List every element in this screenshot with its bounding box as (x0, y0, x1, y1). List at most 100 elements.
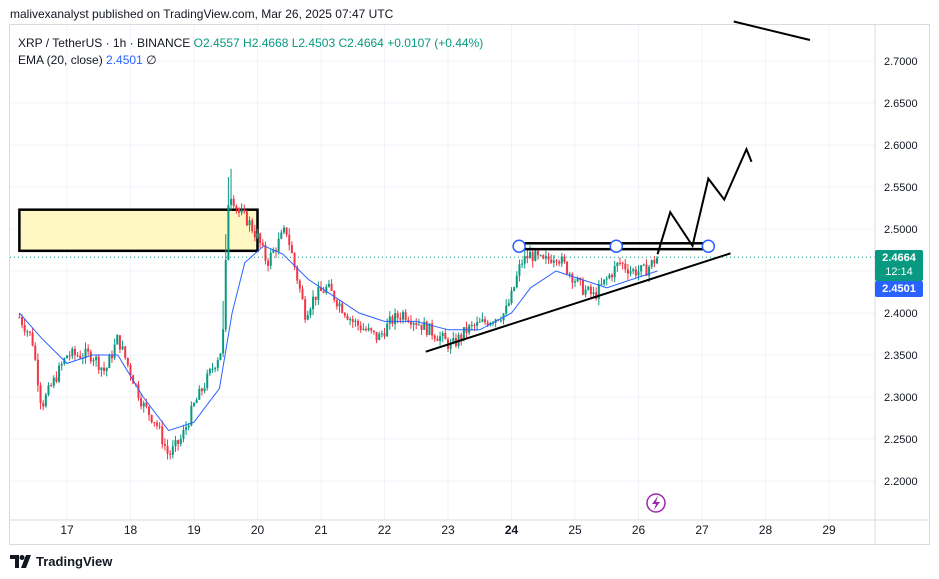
candle-body (346, 315, 349, 320)
ascending-trendline (425, 252, 731, 353)
y-tick-label: 2.7000 (884, 56, 918, 68)
candle-body (547, 256, 550, 260)
candle-body (264, 245, 267, 261)
candle-body (195, 399, 198, 404)
candle-body (359, 325, 362, 330)
ema-price-tag: 2.4501 (875, 281, 923, 297)
ema-price-value: 2.4501 (882, 283, 916, 295)
candle-body (21, 317, 24, 326)
last-price-value: 2.4664 (882, 252, 916, 264)
candle-body (349, 319, 352, 321)
candle-body (285, 227, 288, 235)
tradingview-brand-label: TradingView (36, 554, 113, 569)
candle-body (441, 333, 444, 337)
candle-body (23, 325, 26, 332)
x-tick-label: 17 (60, 523, 74, 537)
candle-body (66, 355, 68, 359)
candle-body (626, 269, 629, 274)
candle-body (92, 360, 95, 362)
candle-body (584, 289, 587, 295)
x-tick-label: 27 (695, 523, 709, 537)
candle-body (330, 283, 333, 291)
x-tick-label: 29 (822, 523, 836, 537)
candle-body (261, 243, 264, 246)
candle-body (36, 359, 39, 386)
candle-body (171, 446, 174, 455)
candle-body (87, 348, 90, 352)
candle-body (611, 274, 614, 278)
candle-body (597, 284, 600, 299)
candle-body (417, 324, 420, 326)
candle-body (206, 373, 209, 388)
candle-body (95, 356, 98, 361)
candle-body (386, 323, 389, 337)
candle-body (224, 260, 227, 330)
candle-body (407, 319, 410, 322)
x-tick-label: 23 (441, 523, 455, 537)
candle-body (608, 274, 611, 279)
candle-body (420, 324, 423, 330)
candle-body (121, 346, 124, 350)
candle-body (592, 292, 595, 294)
candle-body (624, 263, 627, 270)
candle-body (526, 255, 529, 259)
legend-high: H2.4668 (243, 36, 289, 50)
candle-body (534, 250, 537, 262)
candle-body (312, 296, 315, 310)
candle-body (89, 351, 92, 362)
candle-body (277, 238, 280, 252)
candle-body (536, 250, 539, 256)
candle-body (288, 234, 291, 246)
candle-body (399, 318, 402, 320)
candle-body (375, 331, 378, 341)
candle-body (105, 368, 108, 371)
candle-body (198, 388, 201, 400)
candle-body (314, 296, 317, 300)
legend-symbol[interactable]: XRP / TetherUS · 1h · BINANCE (18, 36, 191, 50)
y-tick-label: 2.3000 (884, 392, 918, 404)
x-tick-label: 24 (505, 523, 519, 537)
chart-frame[interactable] (9, 24, 930, 545)
candle-body (71, 348, 74, 357)
candle-body (468, 325, 471, 333)
candle-body (650, 260, 653, 267)
candle-body (394, 313, 397, 324)
candle-body (253, 231, 256, 238)
legend-ema-label[interactable]: EMA (20, close) (18, 53, 103, 67)
candle-body (402, 312, 405, 320)
candle-body (327, 283, 330, 287)
tradingview-brand[interactable]: TradingView (10, 554, 112, 569)
candle-body (338, 303, 341, 307)
supply-zone (18, 208, 259, 253)
candle-body (605, 278, 608, 280)
candle-body (542, 255, 545, 259)
candle-body (333, 290, 336, 301)
candle-body (529, 251, 532, 259)
candle-body (185, 427, 188, 431)
candle-body (28, 331, 31, 333)
candle-body (507, 303, 510, 306)
candle-body (589, 286, 592, 294)
candle-body (200, 388, 203, 392)
candle-body (248, 220, 251, 226)
candle-body (372, 330, 375, 332)
candle-body (193, 403, 195, 406)
candle-body (550, 259, 553, 263)
candle-body (240, 209, 243, 213)
y-tick-label: 2.5000 (884, 224, 918, 236)
candle-body (415, 323, 418, 325)
candle-body (433, 335, 436, 339)
candle-body (642, 264, 645, 266)
candle-body (322, 291, 325, 293)
candle-body (237, 208, 240, 213)
x-tick-label: 26 (632, 523, 646, 537)
candle-body (423, 321, 426, 330)
candle-body (499, 320, 502, 322)
candle-body (177, 440, 180, 445)
tradingview-logo-icon (10, 554, 31, 568)
candle-body (510, 290, 513, 304)
candle-body (513, 287, 516, 291)
candle-body (370, 328, 373, 331)
candle-body (616, 262, 619, 267)
